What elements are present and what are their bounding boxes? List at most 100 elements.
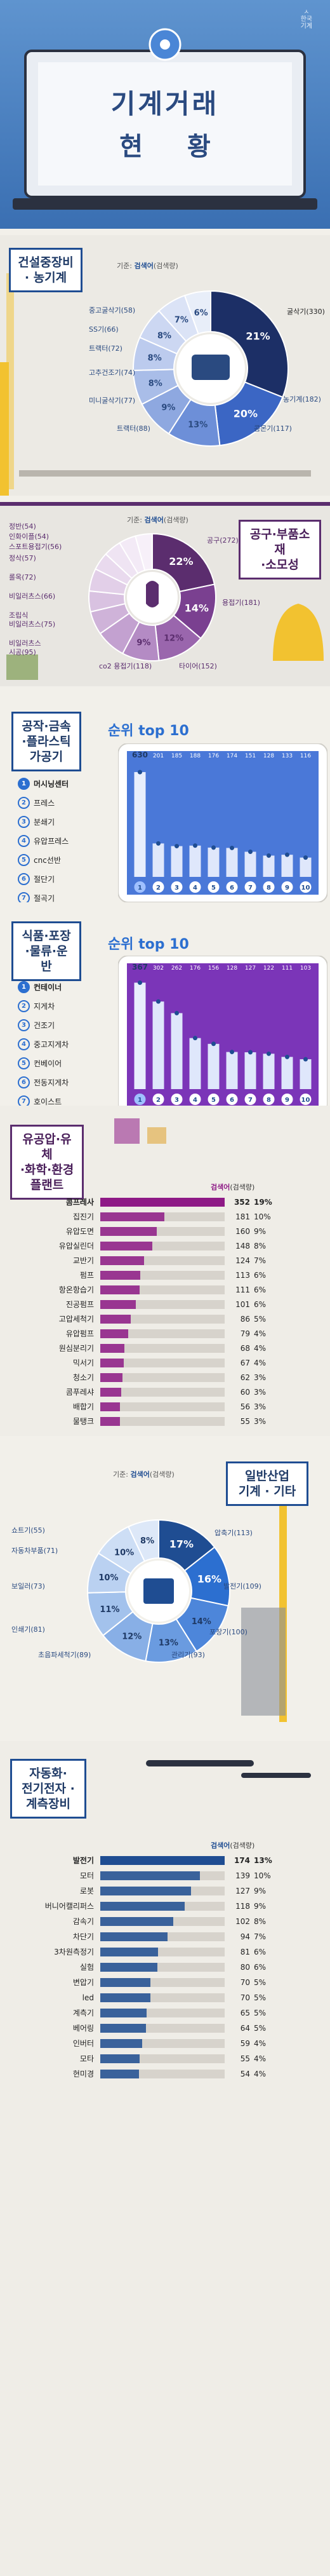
bar (208, 847, 220, 877)
bar (100, 1993, 150, 2002)
row-percent: 4% (254, 1329, 267, 1338)
row-percent: 5% (254, 1315, 267, 1324)
row-value: 174 (234, 1856, 250, 1865)
legend-value: (58) (121, 306, 136, 315)
row-label: 현미경 (72, 2070, 94, 2078)
row-percent: 5% (254, 2009, 267, 2017)
row-value: 56 (240, 1402, 250, 1411)
table-row: 교반기 124 7% (19, 1253, 286, 1268)
row-value: 80 (240, 1963, 250, 1972)
tick-badge (189, 1094, 201, 1105)
row-label: 고압세척기 (58, 1315, 94, 1324)
title-line: ·소모성 (261, 558, 299, 572)
bar (226, 848, 238, 877)
bar (263, 855, 275, 877)
slice-label: 17% (169, 1538, 194, 1550)
bar (263, 1054, 275, 1089)
tick-label: 7 (248, 885, 253, 891)
legend-value: (75) (41, 620, 56, 628)
basis-bold: 검색어 (134, 262, 154, 270)
legend-value: (152) (198, 662, 217, 670)
legend-name: 보일러 (11, 1582, 31, 1590)
bar-chart-metal: 630 1 201 2 185 3 188 4 176 5 174 6 151 7 128 8 133 9 116 1… (118, 743, 327, 902)
rank-label: 절곡기 (34, 893, 55, 903)
legend-name: 정반 (9, 522, 22, 531)
row-percent: 4% (254, 2070, 267, 2078)
table-row: 유압실린더 148 8% (19, 1238, 286, 1254)
pie-slice (210, 290, 289, 398)
row-value: 68 (240, 1344, 250, 1353)
rank-label: 컨베이어 (34, 1059, 62, 1068)
legend-value: (54) (22, 522, 36, 531)
legend-value: (73) (30, 1582, 45, 1590)
row-percent: 6% (254, 1963, 267, 1972)
title-line: ·플라스틱 (22, 735, 71, 749)
title-line: 공작·금속 (22, 719, 71, 733)
legend-label: 고추건조기(74) (89, 367, 135, 377)
basis-prefix: 기준: (113, 1470, 128, 1479)
pie-slice (214, 381, 284, 447)
bar-dot (156, 841, 161, 846)
data-label: 188 (190, 753, 201, 759)
legend-value: (95) (22, 648, 36, 656)
row-percent: 7% (254, 1256, 267, 1265)
title-line: 가공기 (29, 750, 63, 764)
row-label: 차단기 (72, 1932, 94, 1941)
pie-slice (152, 532, 216, 593)
tick-badge (226, 1094, 238, 1105)
row-value: 55 (240, 1417, 250, 1426)
bar (100, 1902, 185, 1911)
data-label: 103 (300, 965, 311, 972)
bar-dot (285, 1054, 289, 1059)
table-row: 변압기 70 5% (19, 1975, 286, 1990)
legend-name: 트랙터 (117, 424, 136, 433)
basis-suffix: (검색량) (163, 516, 188, 524)
header: ㅅ 한국 기계 기계거래 현 황 (0, 0, 330, 229)
section-auto: 자동화· 전기전자 · 계측장비 검색어(검색량) 발전기 174 13% 모터 139… (0, 1741, 330, 2576)
rank-number: 4 (18, 1038, 30, 1050)
slice-label: 7% (175, 316, 188, 325)
slice-label: 6% (194, 308, 208, 318)
row-percent: 13% (254, 1856, 272, 1865)
row-value: 62 (240, 1373, 250, 1382)
table-row: 버니어캘리퍼스 118 9% (19, 1899, 286, 1914)
bar-dot (175, 1010, 179, 1015)
title-line: 일반산업 (245, 1469, 289, 1483)
row-label: 배합기 (72, 1402, 94, 1411)
legend-value: (89) (76, 1651, 91, 1659)
data-label: 262 (171, 965, 182, 972)
row-value: 86 (240, 1315, 250, 1324)
row-label: 모타 (79, 2054, 94, 2063)
bar-dot (248, 1050, 253, 1055)
table-row: 계측기 65 5% (19, 2005, 286, 2021)
tick-label: 5 (211, 885, 216, 891)
tick-label: 4 (193, 1097, 197, 1104)
row-label: 콤푸레샤 (65, 1388, 94, 1397)
bar (100, 1242, 153, 1251)
bar-track (100, 1932, 225, 1941)
bar (100, 1329, 128, 1338)
data-label: 176 (208, 753, 219, 759)
logo-line: ㅅ (303, 9, 310, 16)
basis-bold: 검색어 (130, 1470, 150, 1479)
legend-name: 인화이플 (9, 532, 35, 541)
wrench-icon (146, 1760, 254, 1766)
table-row: led 70 5% (19, 1990, 286, 2005)
legend-name: 고추건조기 (89, 369, 121, 377)
legend-value: (272) (220, 536, 239, 545)
title-line: 유공압·유체 (22, 1132, 72, 1162)
row-label: 믹서기 (72, 1359, 94, 1367)
legend-label: 시공(95) (9, 647, 36, 657)
bar (226, 1052, 238, 1089)
row-percent: 19% (254, 1198, 272, 1207)
table-head-bold: 검색어 (211, 1841, 230, 1850)
bar-dot (230, 845, 234, 850)
logo-line: 한국 (300, 16, 312, 23)
bar (100, 2054, 140, 2063)
rank-number: 4 (18, 834, 30, 847)
rank-label: 지게차 (34, 1001, 55, 1011)
legend-label: 발전기(109) (223, 1581, 261, 1591)
slice-label: 22% (169, 555, 193, 567)
legend-value: (74) (121, 369, 136, 377)
table-row: 베어링 64 5% (19, 2021, 286, 2036)
